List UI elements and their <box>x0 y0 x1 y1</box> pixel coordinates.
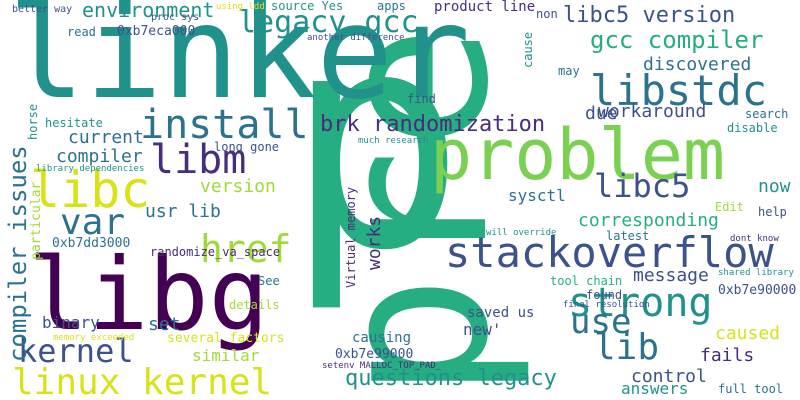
cloud-word: current <box>68 127 144 148</box>
cloud-word: hesitate <box>45 116 103 130</box>
cloud-word: fails <box>700 345 755 366</box>
cloud-word: control <box>631 366 707 387</box>
cloud-word: strong <box>568 280 713 326</box>
cloud-word: corresponding <box>578 210 719 231</box>
cloud-word: setenv MALLOC_TOP_PAD_ <box>322 361 442 371</box>
cloud-word: libstdc <box>590 66 768 115</box>
cloud-word: will override <box>486 228 557 238</box>
cloud-word: Edit <box>715 200 744 214</box>
cloud-word: final resolution <box>563 300 650 310</box>
cloud-word: discovered <box>643 54 752 75</box>
cloud-word: horse <box>26 103 40 140</box>
cloud-word: sysctl <box>508 186 566 205</box>
cloud-word: libc5 <box>594 167 691 205</box>
cloud-word: cause <box>521 31 535 68</box>
cloud-word: See <box>258 274 280 288</box>
cloud-word: proc sys <box>151 12 200 23</box>
cloud-word: message <box>633 265 709 286</box>
cloud-word: tool chain <box>550 274 623 288</box>
cloud-word: help <box>758 205 787 219</box>
cloud-word: Virtual memory <box>344 186 358 288</box>
cloud-word: p <box>285 0 466 316</box>
cloud-word: 0xb7eca000 <box>117 24 196 39</box>
cloud-word: better way <box>12 4 73 15</box>
cloud-word: install <box>140 102 309 148</box>
cloud-word: shared library <box>718 268 794 278</box>
cloud-word: product line <box>434 0 536 15</box>
cloud-word: set <box>148 314 181 335</box>
cloud-word: due <box>585 103 618 124</box>
cloud-word: details <box>229 298 280 312</box>
cloud-word: non <box>536 7 558 21</box>
cloud-word: href <box>200 227 292 271</box>
cloud-word: questions legacy <box>345 366 557 391</box>
cloud-word: found <box>586 288 623 302</box>
cloud-word: environment <box>82 0 215 22</box>
cloud-word: particular <box>29 181 44 260</box>
cloud-word: caused <box>715 323 781 344</box>
cloud-word: workaround <box>598 101 707 122</box>
cloud-word: libm <box>150 137 247 183</box>
cloud-word: read <box>67 25 96 39</box>
cloud-word: source Yes <box>271 0 344 13</box>
cloud-word: libc <box>30 161 151 219</box>
cloud-word: var <box>60 202 126 243</box>
cloud-word: compiler issues <box>4 145 32 362</box>
cloud-word: linker <box>8 0 471 128</box>
cloud-word: find <box>407 92 436 106</box>
cloud-word: full tool <box>718 382 784 396</box>
cloud-word: legacy gcc <box>238 5 419 40</box>
cloud-word: new' <box>463 320 502 339</box>
cloud-word: randomize_va_space <box>150 245 281 259</box>
cloud-word: gcc compiler <box>590 26 764 54</box>
cloud-word: saved us <box>467 305 535 321</box>
cloud-word: binary <box>42 313 100 332</box>
cloud-word: may <box>558 64 580 78</box>
cloud-word: lib <box>594 327 660 368</box>
cloud-word: stackoverflow <box>445 228 774 277</box>
cloud-word: much research <box>358 136 429 146</box>
cloud-word: apps <box>377 0 406 13</box>
cloud-word: latest <box>606 229 650 243</box>
cloud-word: answers <box>621 379 689 398</box>
cloud-word: use <box>570 302 632 342</box>
cloud-word: library dependencies <box>36 164 145 174</box>
cloud-word: libg <box>28 236 269 353</box>
cloud-word: memory exceeded <box>53 333 135 343</box>
cloud-word: 0xb7dd3000 <box>52 236 131 251</box>
cloud-word: 0xb7e99000 <box>335 347 414 362</box>
cloud-word: libc5 version <box>563 3 736 28</box>
cloud-word: causing <box>352 330 412 346</box>
cloud-word: 0xb7e90000 <box>718 283 797 298</box>
cloud-word: using ldd <box>216 2 265 12</box>
cloud-word: brk randomization <box>320 112 546 137</box>
cloud-word: similar <box>192 346 260 365</box>
cloud-word: version <box>200 176 276 197</box>
cloud-word: linux kernel <box>12 362 273 400</box>
cloud-word: works <box>364 215 385 270</box>
cloud-word: several factors <box>167 331 285 346</box>
cloud-word: long gone <box>214 140 280 154</box>
cloud-word: disable <box>727 121 778 135</box>
cloud-word: compiler <box>56 146 143 167</box>
cloud-word: problem <box>430 114 726 196</box>
cloud-word: another difference <box>307 33 405 43</box>
cloud-word: dont know <box>730 234 779 244</box>
cloud-word: usr lib <box>145 201 221 222</box>
cloud-word: search <box>745 107 789 121</box>
cloud-word: kernel <box>18 332 134 370</box>
cloud-word: now <box>758 176 791 197</box>
